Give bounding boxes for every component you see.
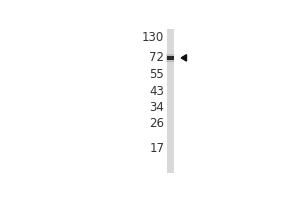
Polygon shape: [181, 55, 187, 61]
Text: 55: 55: [149, 68, 164, 81]
Bar: [167, 29, 173, 173]
Text: 17: 17: [149, 142, 164, 155]
Bar: [166, 54, 174, 62]
Bar: [167, 56, 173, 60]
Text: 43: 43: [149, 85, 164, 98]
Text: 34: 34: [149, 101, 164, 114]
Text: 130: 130: [142, 31, 164, 44]
Text: 26: 26: [149, 117, 164, 130]
Text: 72: 72: [149, 51, 164, 64]
